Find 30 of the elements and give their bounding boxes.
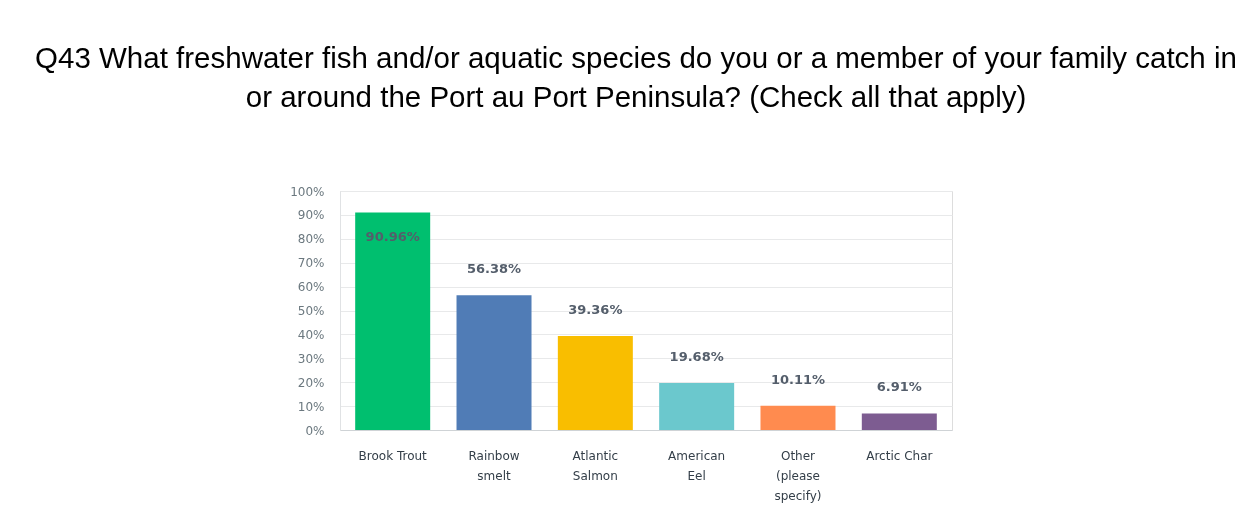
data-label: 90.96% [365,228,420,244]
y-tick-label: 100% [290,184,325,199]
bar [861,413,937,430]
x-tick-label: Brook Trout [358,448,428,463]
y-tick-label: 10% [297,399,325,414]
data-label: 19.68% [669,348,724,364]
data-label: 6.91% [876,379,922,395]
y-tick-label: 80% [297,232,325,247]
x-tick-label: Atlantic Salmon [572,448,619,483]
x-tick-label: American Eel [668,448,726,483]
data-label: 10.11% [770,371,826,387]
y-tick-label: 60% [297,280,325,295]
bar [659,382,735,430]
bar [456,295,532,430]
y-tick-label: 40% [297,327,325,342]
bar [557,335,633,430]
x-tick-label: Arctic Char [866,448,933,463]
data-label: 56.38% [466,261,522,277]
y-tick-label: 20% [297,375,325,390]
x-tick-label: Other (please specify) [774,448,822,503]
y-tick-label: 70% [297,256,325,271]
y-tick-label: 30% [297,351,325,366]
y-tick-label: 0% [305,423,325,438]
data-label: 39.36% [568,301,623,317]
y-tick-label: 50% [297,304,325,318]
y-tick-label: 90% [297,208,325,223]
chart-title: Q43 What freshwater fish and/or aquatic species do you or a member of your family catch in or around the Port au Port Peninsula? (Check all that apply) [35,40,1237,113]
bar [355,212,431,430]
x-tick-label: Rainbow smelt [468,448,520,483]
bar [760,405,836,430]
